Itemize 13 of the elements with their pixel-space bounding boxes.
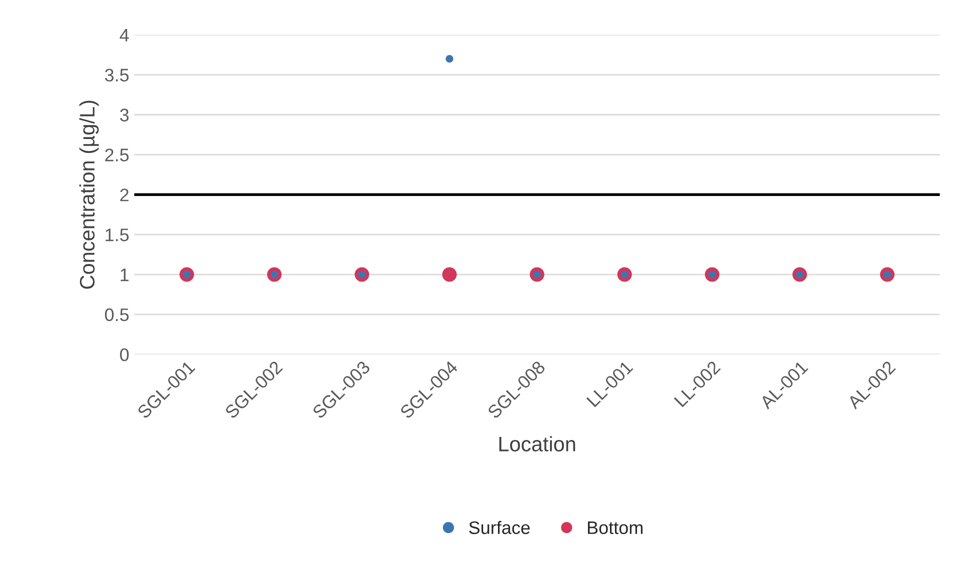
legend-label: Bottom bbox=[588, 522, 643, 534]
y-axis-title: Concentration (µg/L) bbox=[79, 100, 99, 289]
y-tick-label: 1.5 bbox=[106, 228, 129, 242]
y-tick-label: 0 bbox=[120, 348, 129, 362]
legend-label: Surface bbox=[469, 520, 530, 534]
y-tick-label: 0.5 bbox=[105, 308, 129, 322]
y-tick-label: 2 bbox=[120, 188, 128, 202]
y-tick-label: 4 bbox=[120, 28, 129, 42]
y-tick-label: 1 bbox=[120, 268, 129, 282]
y-tick-label: 2.5 bbox=[105, 148, 129, 162]
y-tick-label: 3 bbox=[120, 108, 129, 122]
y-tick-label: 3.5 bbox=[104, 68, 129, 82]
x-axis-title: Location bbox=[499, 436, 576, 452]
